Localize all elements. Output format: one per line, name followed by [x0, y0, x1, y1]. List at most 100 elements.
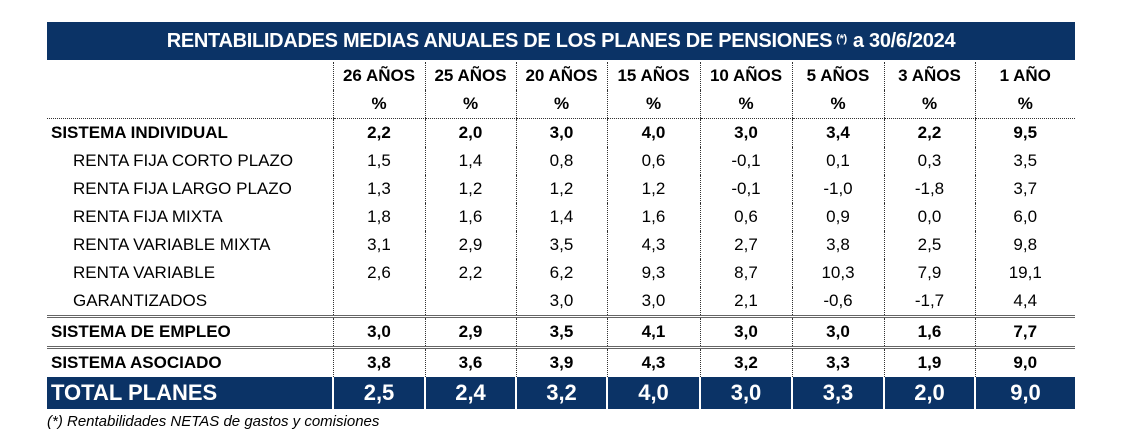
table-row: RENTA FIJA LARGO PLAZO 1,3 1,2 1,2 1,2 -0,1 -1…: [47, 175, 1075, 203]
cell-value: 3,4: [791, 118, 884, 147]
table-row: RENTA FIJA MIXTA 1,8 1,6 1,4 1,6 0,6 0,9 0,0 6,0: [47, 203, 1075, 231]
table-row: TOTAL PLANES 2,5 2,4 3,2 4,0 3,0 3,3 2,0 9,0: [47, 377, 1075, 409]
cell-value: 1,6: [606, 203, 700, 231]
table-row: GARANTIZADOS 3,0 3,0 2,1 -0,6 -1,7 4,4: [47, 287, 1075, 317]
column-header: 26 AÑOS: [332, 62, 425, 90]
cell-value: -1,8: [883, 175, 975, 203]
cell-value: 0,6: [606, 147, 700, 175]
cell-value: -0,1: [699, 147, 792, 175]
cell-value: 3,2: [699, 346, 792, 377]
cell-value: 0,8: [515, 147, 607, 175]
cell-value: 9,8: [974, 231, 1075, 259]
title-footnote-mark: (*): [836, 33, 847, 45]
cell-value: 3,9: [515, 346, 607, 377]
cell-value: 1,4: [515, 203, 607, 231]
cell-value: 7,7: [974, 315, 1075, 348]
cell-value: 7,9: [883, 259, 975, 287]
cell-value: 3,0: [515, 287, 607, 317]
cell-value: 2,6: [332, 259, 425, 287]
row-label: SISTEMA ASOCIADO: [47, 346, 333, 377]
table-row: RENTA FIJA CORTO PLAZO 1,5 1,4 0,8 0,6 -0,1 0,…: [47, 147, 1075, 175]
cell-value: 2,2: [883, 118, 975, 147]
row-label: TOTAL PLANES: [47, 377, 333, 409]
table-row: SISTEMA DE EMPLEO 3,0 2,9 3,5 4,1 3,0 3,0 1,6 7,…: [47, 315, 1075, 348]
header-blank: [47, 62, 333, 90]
cell-value: 3,8: [332, 346, 425, 377]
cell-value: 19,1: [974, 259, 1075, 287]
cell-value: 1,6: [883, 315, 975, 348]
cell-value: -0,6: [791, 287, 884, 317]
cell-value: 3,0: [515, 118, 607, 147]
cell-value: 2,1: [699, 287, 792, 317]
column-header: 20 AÑOS: [515, 62, 607, 90]
cell-value: 9,0: [974, 377, 1075, 409]
cell-value: 1,3: [332, 175, 425, 203]
cell-value: 3,8: [791, 231, 884, 259]
table-title: RENTABILIDADES MEDIAS ANUALES DE LOS PLA…: [47, 22, 1075, 60]
cell-value: 9,5: [974, 118, 1075, 147]
cell-value: 3,0: [699, 315, 792, 348]
cell-value: 2,5: [332, 377, 425, 409]
cell-value: 3,2: [515, 377, 607, 409]
cell-value: 2,2: [332, 118, 425, 147]
row-label: RENTA FIJA LARGO PLAZO: [73, 179, 292, 198]
column-unit: %: [699, 90, 792, 119]
row-label: GARANTIZADOS: [73, 291, 208, 310]
cell-value: 4,0: [606, 377, 700, 409]
column-unit: %: [332, 90, 425, 119]
table-row: SISTEMA ASOCIADO 3,8 3,6 3,9 4,3 3,2 3,3 1,9 9,0: [47, 346, 1075, 377]
cell-value: 1,9: [883, 346, 975, 377]
cell-value: 0,3: [883, 147, 975, 175]
cell-value: 1,6: [424, 203, 516, 231]
cell-value: 4,3: [606, 231, 700, 259]
cell-value: 3,5: [515, 231, 607, 259]
column-unit: %: [791, 90, 884, 119]
column-header: 15 AÑOS: [606, 62, 700, 90]
cell-value: 4,3: [606, 346, 700, 377]
title-date: a 30/6/2024: [852, 29, 956, 52]
row-label: SISTEMA DE EMPLEO: [47, 315, 333, 348]
cell-value: 0,6: [699, 203, 792, 231]
column-header: 5 AÑOS: [791, 62, 884, 90]
cell-value: 6,0: [974, 203, 1075, 231]
column-unit: %: [606, 90, 700, 119]
cell-value: 2,4: [424, 377, 516, 409]
row-label: SISTEMA INDIVIDUAL: [51, 123, 228, 142]
cell-value: 3,3: [791, 377, 884, 409]
column-header: 3 AÑOS: [883, 62, 975, 90]
footnote: (*) Rentabilidades NETAS de gastos y com…: [47, 413, 380, 430]
header-blank: [47, 90, 333, 119]
cell-value: 3,0: [699, 118, 792, 147]
cell-value: 4,0: [606, 118, 700, 147]
cell-value: 1,5: [332, 147, 425, 175]
cell-value: 1,2: [424, 175, 516, 203]
cell-value: 3,3: [791, 346, 884, 377]
cell-value: [424, 287, 516, 317]
cell-value: 8,7: [699, 259, 792, 287]
cell-value: 10,3: [791, 259, 884, 287]
row-label: RENTA VARIABLE: [73, 263, 216, 282]
cell-value: -1,7: [883, 287, 975, 317]
column-header: 1 AÑO: [974, 62, 1075, 90]
cell-value: 9,3: [606, 259, 700, 287]
cell-value: -0,1: [699, 175, 792, 203]
cell-value: 3,7: [974, 175, 1075, 203]
column-unit: %: [515, 90, 607, 119]
column-unit: %: [424, 90, 516, 119]
column-header: 25 AÑOS: [424, 62, 516, 90]
cell-value: 4,4: [974, 287, 1075, 317]
cell-value: 2,0: [883, 377, 975, 409]
cell-value: 2,9: [424, 231, 516, 259]
cell-value: 1,2: [606, 175, 700, 203]
cell-value: 1,2: [515, 175, 607, 203]
cell-value: 2,2: [424, 259, 516, 287]
returns-table: 26 AÑOS 25 AÑOS 20 AÑOS 15 AÑOS 10 AÑOS 5 AÑO…: [47, 62, 1075, 409]
header-row-units: %%%%%%%%: [47, 90, 1075, 119]
column-unit: %: [974, 90, 1075, 119]
table-row: RENTA VARIABLE 2,6 2,2 6,2 9,3 8,7 10,3 7,9 19,1: [47, 259, 1075, 287]
cell-value: 1,8: [332, 203, 425, 231]
row-label: RENTA FIJA CORTO PLAZO: [73, 151, 294, 170]
title-text: RENTABILIDADES MEDIAS ANUALES DE LOS PLA…: [166, 29, 833, 52]
row-label: RENTA VARIABLE MIXTA: [73, 235, 271, 254]
column-unit: %: [883, 90, 975, 119]
